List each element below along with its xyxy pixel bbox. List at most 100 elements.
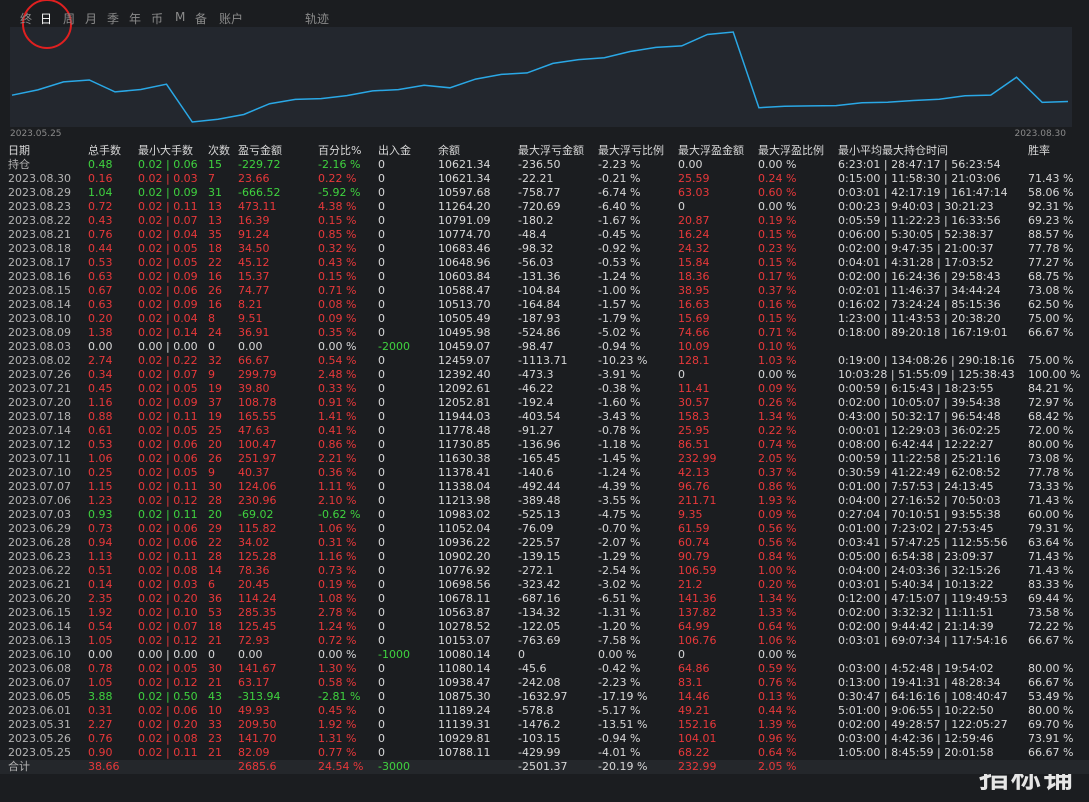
cell: 0 <box>378 396 385 409</box>
cell: 31 <box>208 186 222 199</box>
cell: 0.61 <box>88 424 113 437</box>
cell: 0.00 <box>238 340 263 353</box>
cell: 66.67 % <box>1028 746 1074 759</box>
cell: 0.31 <box>88 704 113 717</box>
cell: 9 <box>208 466 215 479</box>
tab[interactable]: 月 <box>85 12 98 26</box>
cell: -1.60 % <box>598 396 641 409</box>
cell: 24 <box>208 326 222 339</box>
cell: 83.33 % <box>1028 578 1074 591</box>
cell: -104.84 <box>518 284 561 297</box>
cell: 11213.98 <box>438 494 491 507</box>
row-label: 2023.05.25 <box>8 746 71 759</box>
cell: 0 <box>678 200 685 213</box>
cell: -4.39 % <box>598 480 641 493</box>
cell: 11630.38 <box>438 452 491 465</box>
cell: 0 <box>378 536 385 549</box>
column-header: 最大浮盈比例 <box>758 144 824 157</box>
cell: 152.16 <box>678 718 717 731</box>
cell: -56.03 <box>518 256 554 269</box>
cell: -1.67 % <box>598 214 641 227</box>
cell: 69.70 % <box>1028 718 1074 731</box>
cell: 25.95 <box>678 424 710 437</box>
tab[interactable]: 周 <box>63 12 76 26</box>
cell: -525.13 <box>518 508 561 521</box>
total-row-bg <box>0 760 1089 774</box>
cell: 11338.04 <box>438 480 491 493</box>
cell: 0 <box>378 452 385 465</box>
tab[interactable]: 日 <box>40 12 53 26</box>
cell: -140.6 <box>518 466 554 479</box>
cell: 69.23 % <box>1028 214 1074 227</box>
tab[interactable]: 备 <box>195 12 208 26</box>
tab[interactable]: 轨迹 <box>305 12 330 26</box>
tab[interactable]: M <box>175 10 186 24</box>
cell: 0.36 % <box>318 466 357 479</box>
cell: 0 <box>378 466 385 479</box>
cell: 0.53 <box>88 438 113 451</box>
tab[interactable]: 币 <box>151 12 164 26</box>
cell: -1.79 % <box>598 312 641 325</box>
cell: 0 <box>378 732 385 745</box>
cell: 1.16 % <box>318 550 357 563</box>
cell: 1.39 % <box>758 718 797 731</box>
cell: 21.2 <box>678 578 703 591</box>
cell: 0.00 <box>238 648 263 661</box>
tab[interactable]: 年 <box>129 12 142 26</box>
cell: 16.63 <box>678 298 710 311</box>
cell: 232.99 <box>678 760 717 773</box>
cell: 0.02 | 0.14 <box>138 326 198 339</box>
cell: 0 <box>378 158 385 171</box>
tab[interactable]: 季 <box>107 12 120 26</box>
cell: 0 <box>378 662 385 675</box>
tab[interactable]: 终 <box>20 12 33 26</box>
cell: -1.24 % <box>598 270 641 283</box>
cell: 10.09 <box>678 340 710 353</box>
cell: 0 <box>518 648 525 661</box>
cell: -6.51 % <box>598 592 641 605</box>
row-label: 2023.08.16 <box>8 270 71 283</box>
cell: 10678.11 <box>438 592 491 605</box>
cell: -134.32 <box>518 606 561 619</box>
cell: 8 <box>208 312 215 325</box>
cell: -0.21 % <box>598 172 641 185</box>
cell: 0 <box>378 480 385 493</box>
cell: 18 <box>208 620 222 633</box>
cell: 58.06 % <box>1028 186 1074 199</box>
cell: 0 <box>378 676 385 689</box>
cell: -0.94 % <box>598 340 641 353</box>
cell: 0.10 % <box>758 340 797 353</box>
row-label: 2023.08.22 <box>8 214 71 227</box>
row-label: 2023.08.03 <box>8 340 71 353</box>
cell: 209.50 <box>238 718 277 731</box>
cell: 40.37 <box>238 466 270 479</box>
cell: 10983.02 <box>438 508 491 521</box>
cell: 0 <box>378 578 385 591</box>
cell: 19 <box>208 410 222 423</box>
cell: -473.3 <box>518 368 554 381</box>
cell: 38.95 <box>678 284 710 297</box>
cell: 11080.14 <box>438 662 491 675</box>
row-label: 2023.08.17 <box>8 256 71 269</box>
cell: 1.92 % <box>318 718 357 731</box>
cell: 16.39 <box>238 214 270 227</box>
cell: -76.09 <box>518 522 554 535</box>
tab[interactable]: 账户 <box>219 12 244 26</box>
cell: 0:12:00 | 47:15:07 | 119:49:53 <box>838 592 1008 605</box>
cell: 0.00 <box>88 648 113 661</box>
cell: 63.64 % <box>1028 536 1074 549</box>
cell: 10495.98 <box>438 326 491 339</box>
cell: 0.02 | 0.50 <box>138 690 198 703</box>
cell: 137.82 <box>678 606 717 619</box>
cell: 0:03:00 | 4:42:36 | 12:59:46 <box>838 732 994 745</box>
cell: 34.02 <box>238 536 270 549</box>
cell: 74.66 <box>678 326 710 339</box>
cell: 0.00 % <box>758 158 797 171</box>
cell: 0.02 | 0.12 <box>138 494 198 507</box>
cell: 0.32 % <box>318 242 357 255</box>
cell: -758.77 <box>518 186 561 199</box>
cell: 0.00 % <box>598 648 637 661</box>
end-date: 2023.08.30 <box>1014 129 1066 139</box>
cell: 84.21 % <box>1028 382 1074 395</box>
cell: -91.27 <box>518 424 554 437</box>
